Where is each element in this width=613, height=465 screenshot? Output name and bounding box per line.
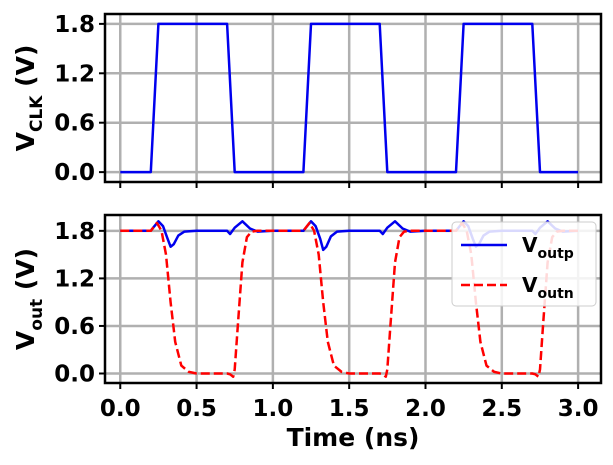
output-ylabel-unit: (V) xyxy=(11,248,40,299)
clock-ytick-label-3: 1.8 xyxy=(54,12,95,38)
output-y-axis-label: Vout (V) xyxy=(11,248,47,350)
output-ylabel-main: V xyxy=(11,330,40,350)
output-ytick-label-2: 1.2 xyxy=(54,266,95,292)
output-tick-marks xyxy=(99,229,580,389)
output-xtick-label-3: 1.5 xyxy=(329,396,370,422)
output-xtick-label-2: 1.0 xyxy=(253,396,294,422)
legend-label-outn: Voutn xyxy=(522,273,574,302)
clock-ytick-label-0: 0.0 xyxy=(54,160,95,186)
x-axis-label: Time (ns) xyxy=(287,423,420,452)
clock-y-ticks: 0.0 0.6 1.2 1.8 xyxy=(54,12,95,186)
output-xtick-label-0: 0.0 xyxy=(100,396,141,422)
output-ytick-label-3: 1.8 xyxy=(54,219,95,245)
legend: Voutp Voutn xyxy=(451,221,597,307)
output-panel: 0.0 0.6 1.2 1.8 0.0 0.5 1.0 1.5 2.0 2.5 3.0 Vout … xyxy=(11,213,603,452)
clock-series-line-0 xyxy=(120,22,579,174)
output-ylabel-sub: out xyxy=(27,299,47,331)
output-x-ticks: 0.0 0.5 1.0 1.5 2.0 2.5 3.0 xyxy=(100,396,599,422)
clock-plot-frame xyxy=(103,12,603,184)
clock-ylabel-unit: (V) xyxy=(11,45,40,96)
legend-outn-sub: outn xyxy=(537,286,573,302)
clock-panel: 0.0 0.6 1.2 1.8 VCLK (V) xyxy=(11,12,603,188)
output-xtick-label-5: 2.5 xyxy=(481,396,522,422)
clock-ylabel-main: V xyxy=(11,131,40,151)
output-xtick-label-1: 0.5 xyxy=(176,396,217,422)
clock-y-axis-label: VCLK (V) xyxy=(11,45,47,152)
output-series-line-1 xyxy=(120,221,579,378)
output-xtick-label-4: 2.0 xyxy=(405,396,446,422)
clock-ytick-label-1: 0.6 xyxy=(54,111,95,137)
clock-grid xyxy=(105,14,601,182)
legend-outp-main: V xyxy=(522,233,538,257)
clock-series xyxy=(120,22,579,174)
output-y-ticks: 0.0 0.6 1.2 1.8 xyxy=(54,219,95,388)
legend-label-outp: Voutp xyxy=(522,233,574,262)
legend-outn-main: V xyxy=(522,273,538,297)
output-ytick-label-1: 0.6 xyxy=(54,314,95,340)
output-plot-frame xyxy=(103,213,603,385)
output-xtick-label-6: 3.0 xyxy=(558,396,599,422)
clock-ytick-label-2: 1.2 xyxy=(54,61,95,87)
output-ytick-label-0: 0.0 xyxy=(54,361,95,387)
clock-tick-marks xyxy=(99,22,580,188)
legend-outp-sub: outp xyxy=(537,246,573,262)
clock-ylabel-sub: CLK xyxy=(27,95,47,132)
